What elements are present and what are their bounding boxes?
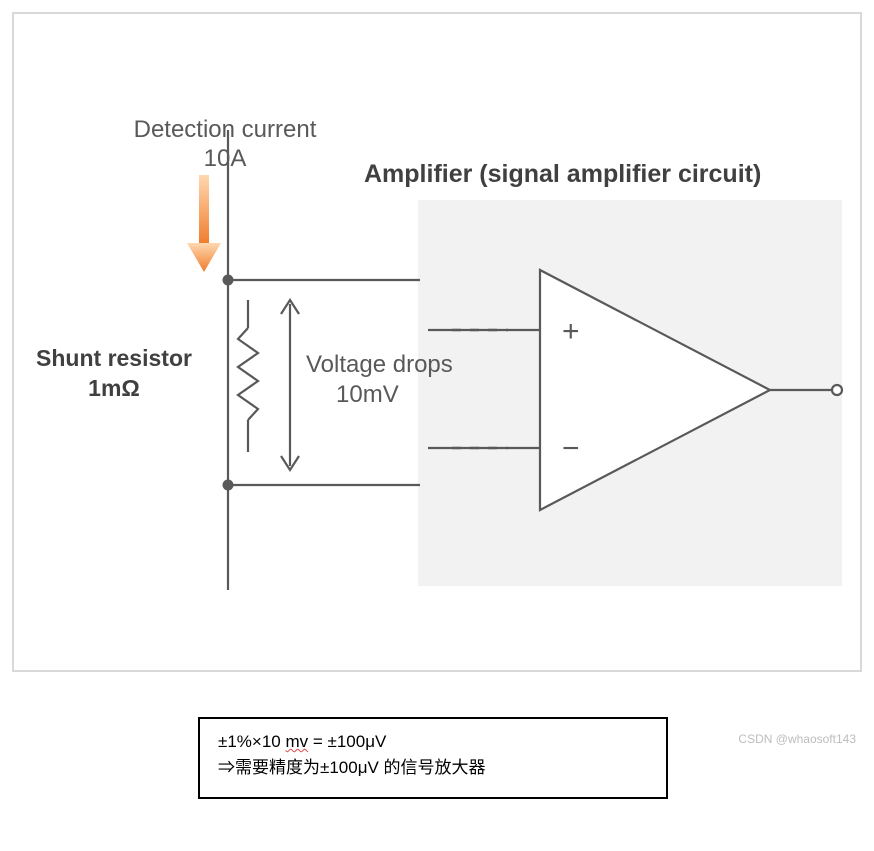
opamp-minus-icon: − — [562, 432, 580, 465]
opamp-dash-leads — [452, 330, 508, 448]
watermark-text: CSDN @whaosoft143 — [738, 732, 856, 746]
opamp-triangle-icon — [540, 270, 770, 510]
shunt-resistor-icon — [238, 300, 258, 452]
f1-mv: mv — [285, 732, 308, 751]
node-top — [223, 275, 234, 286]
current-arrow-icon — [187, 175, 221, 272]
formula-line1: ±1%×10 mv = ±100μV — [218, 729, 648, 755]
f1-post: = ±100μV — [308, 732, 386, 751]
opamp-plus-icon: + — [562, 315, 580, 348]
output-terminal-icon — [832, 385, 842, 395]
voltage-double-arrow-icon — [281, 300, 299, 470]
node-bottom — [223, 480, 234, 491]
circuit-svg: + − — [0, 0, 874, 700]
formula-box: ±1%×10 mv = ±100μV ⇒需要精度为±100μV 的信号放大器 — [198, 717, 668, 799]
f1-pre: ±1%×10 — [218, 732, 285, 751]
formula-line2: ⇒需要精度为±100μV 的信号放大器 — [218, 755, 648, 781]
